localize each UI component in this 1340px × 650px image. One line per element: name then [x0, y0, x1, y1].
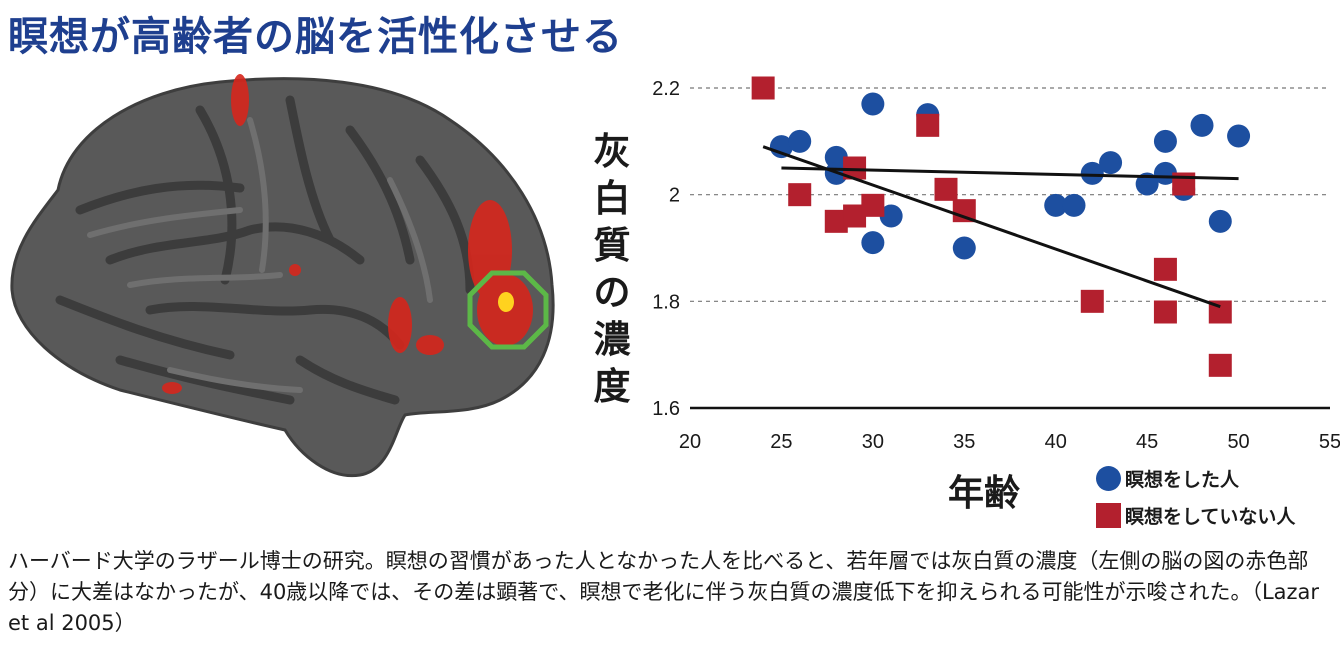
trend-line-non-meditators — [762, 145, 1221, 309]
x-tick-label: 45 — [1136, 431, 1158, 453]
data-point-non-meditator — [1153, 257, 1177, 281]
data-point-meditator — [1153, 129, 1177, 153]
x-tick-label: 35 — [953, 431, 975, 453]
y-tick-label: 2 — [669, 185, 680, 207]
x-tick-label: 25 — [770, 431, 792, 453]
y-axis-label-char: 濃 — [593, 318, 631, 361]
data-point-non-meditator — [1208, 300, 1232, 324]
legend-marker-circle — [1096, 466, 1121, 491]
y-tick-label: 2.2 — [652, 78, 680, 100]
x-tick-label: 20 — [679, 431, 701, 453]
data-point-meditator — [1227, 124, 1251, 148]
legend-label: 瞑想をした人 — [1125, 469, 1240, 491]
x-tick-label: 40 — [1045, 431, 1067, 453]
x-tick-label: 30 — [862, 431, 884, 453]
data-point-non-meditator — [916, 113, 940, 137]
brain-sulci — [55, 95, 475, 405]
data-point-non-meditator — [788, 183, 812, 207]
data-point-non-meditator — [843, 156, 867, 180]
y-axis-label-char: 質 — [593, 224, 631, 267]
highlight-ring — [467, 270, 549, 350]
data-point-non-meditator — [1208, 353, 1232, 377]
data-point-meditator — [861, 231, 885, 255]
y-tick-label: 1.8 — [652, 291, 680, 313]
data-point-meditator — [1135, 172, 1159, 196]
y-axis-label-char: 白 — [593, 177, 631, 220]
scatter-chart: 2.2 2 1.8 1.6 20 25 30 35 40 45 50 55 — [652, 76, 1340, 453]
active-core — [498, 292, 514, 312]
data-point-meditator — [879, 204, 903, 228]
legend-item-meditators: 瞑想をした人 — [1096, 465, 1239, 492]
brain-image — [10, 74, 555, 478]
data-point-meditator — [1190, 113, 1214, 137]
data-point-meditator — [1099, 151, 1123, 175]
y-axis-label-char: 灰 — [593, 130, 631, 173]
page-title: 瞑想が高齢者の脳を活性化させる — [8, 14, 623, 60]
y-axis-label-char: の — [593, 271, 631, 314]
data-point-meditator — [1208, 209, 1232, 233]
data-point-meditator — [788, 129, 812, 153]
data-point-non-meditator — [1080, 289, 1104, 313]
y-tick-label: 1.6 — [652, 398, 680, 420]
data-point-non-meditator — [824, 209, 848, 233]
trend-line-meditators — [781, 166, 1239, 181]
x-tick-label: 50 — [1227, 431, 1249, 453]
data-point-meditator — [1044, 193, 1068, 217]
y-axis-label: 灰白質の濃度 — [588, 128, 636, 410]
legend-marker-square — [1096, 503, 1121, 528]
data-point-meditator — [824, 145, 848, 169]
brain-gyri-highlight — [87, 117, 433, 393]
legend-label: 瞑想をしていない人 — [1125, 506, 1296, 528]
data-point-non-meditator — [861, 193, 885, 217]
data-point-meditator — [1080, 161, 1104, 185]
data-point-meditator — [861, 92, 885, 116]
data-point-non-meditator — [751, 76, 775, 100]
caption: ハーバード大学のラザール博士の研究。瞑想の習慣があった人となかった人を比べると、… — [8, 549, 1320, 635]
y-axis-label-char: 度 — [593, 365, 631, 408]
x-tick-label: 55 — [1319, 431, 1340, 453]
data-point-meditator — [1153, 161, 1177, 185]
brain-silhouette — [10, 77, 555, 478]
data-point-non-meditator — [934, 177, 958, 201]
data-point-meditator — [952, 236, 976, 260]
data-point-meditator — [1062, 193, 1086, 217]
legend-item-non-meditators: 瞑想をしていない人 — [1096, 502, 1295, 529]
data-point-non-meditator — [1153, 300, 1177, 324]
x-axis-label: 年齢 — [948, 473, 1021, 514]
data-point-non-meditator — [843, 204, 867, 228]
